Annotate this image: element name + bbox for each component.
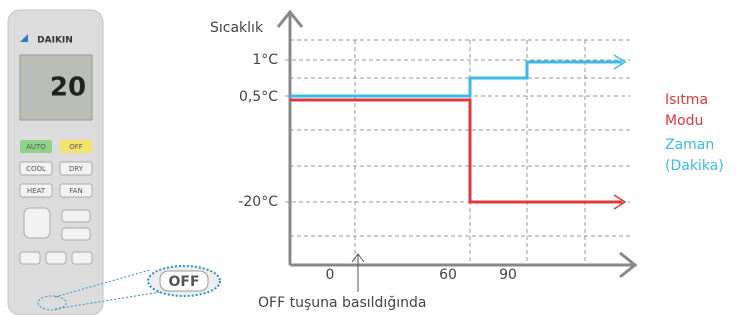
graph: Sıcaklık 1°C 0,5°C -20°C 0 60 90 OFF tuş… bbox=[210, 12, 724, 311]
display-value: 20 bbox=[50, 73, 86, 103]
button[interactable] bbox=[62, 210, 90, 222]
legend-text: Isıtma bbox=[665, 92, 708, 108]
zoom-label: OFF bbox=[168, 274, 199, 290]
button[interactable] bbox=[72, 252, 92, 264]
legend-text: Modu bbox=[665, 113, 703, 129]
brand: DAIKIN bbox=[37, 36, 73, 46]
page: DAIKIN 20 AUTO OFF COOL DRY HEAT FAN OFF bbox=[0, 0, 745, 315]
y-label: -20°C bbox=[238, 194, 278, 210]
button-label: COOL bbox=[26, 165, 46, 173]
annotation-arrow bbox=[352, 254, 364, 292]
button-label: DRY bbox=[69, 165, 84, 173]
y-label: 1°C bbox=[252, 52, 278, 68]
x-label: 60 bbox=[439, 267, 457, 283]
button-label: HEAT bbox=[27, 187, 46, 195]
button-label: OFF bbox=[69, 143, 83, 151]
legend-text: (Dakika) bbox=[665, 158, 724, 174]
button-label: FAN bbox=[69, 187, 82, 195]
remote: DAIKIN 20 AUTO OFF COOL DRY HEAT FAN OFF bbox=[8, 10, 220, 315]
y-axis bbox=[278, 12, 302, 265]
annotation: OFF tuşuna basıldığında bbox=[258, 295, 426, 311]
y-axis-label: Sıcaklık bbox=[210, 20, 264, 36]
button[interactable] bbox=[24, 208, 50, 238]
heating-line bbox=[290, 100, 622, 202]
button[interactable] bbox=[62, 228, 90, 240]
x-label: 90 bbox=[499, 267, 517, 283]
legend-text: Zaman bbox=[665, 137, 714, 153]
x-label: 0 bbox=[326, 267, 335, 283]
x-axis bbox=[290, 253, 635, 277]
button-label: AUTO bbox=[26, 143, 46, 151]
button[interactable] bbox=[46, 252, 66, 264]
y-label: 0,5°C bbox=[239, 89, 278, 105]
time-line bbox=[290, 62, 622, 96]
button[interactable] bbox=[20, 252, 40, 264]
